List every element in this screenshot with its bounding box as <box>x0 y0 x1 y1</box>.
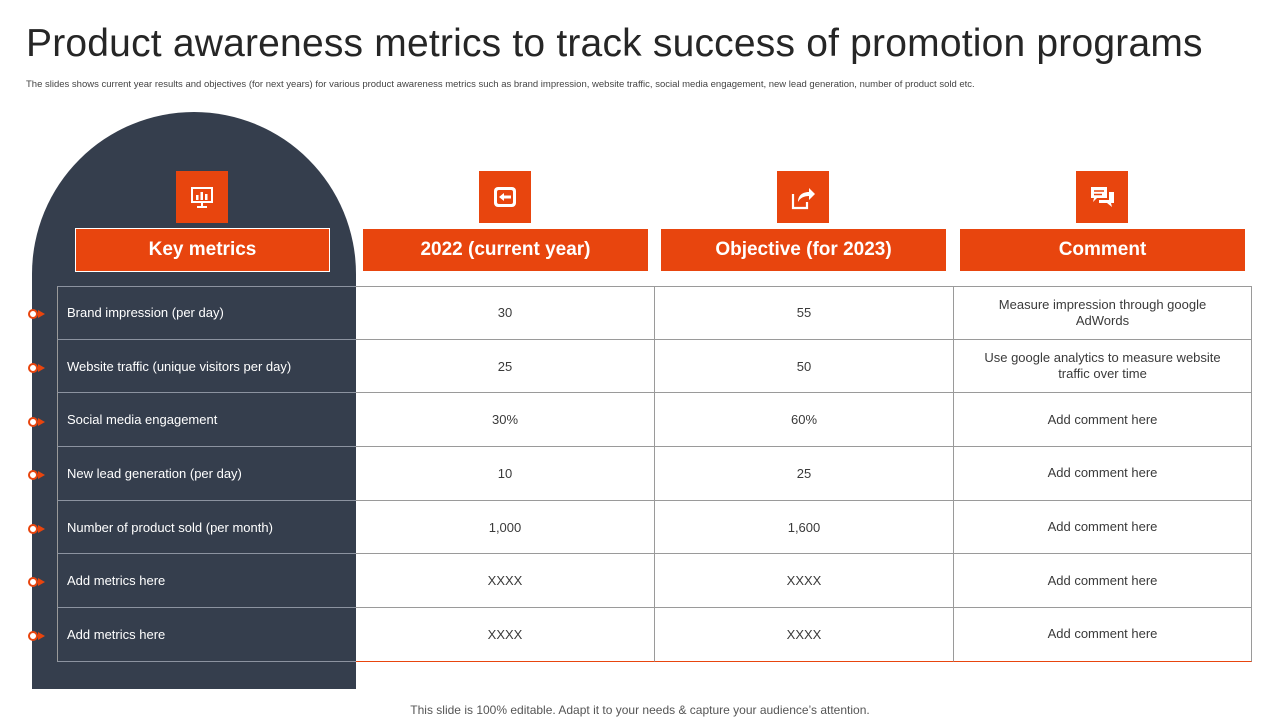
metric-cell: Website traffic (unique visitors per day… <box>57 339 356 394</box>
back-arrow-icon <box>479 171 531 223</box>
objective-cell: 55 <box>655 286 954 340</box>
current-year-cell: XXXX <box>356 608 655 662</box>
current-year-cell: 10 <box>356 447 655 501</box>
row-bullet-icon <box>28 309 45 319</box>
row-bullet-icon <box>28 631 45 641</box>
objective-cell: 60% <box>655 393 954 448</box>
header-comment: Comment <box>960 229 1245 271</box>
table-row: Add metrics here XXXX XXXX Add comment h… <box>57 554 1252 609</box>
metric-cell: Brand impression (per day) <box>57 286 356 340</box>
chat-bubbles-icon <box>1076 171 1128 223</box>
comment-cell: Add comment here <box>954 500 1252 555</box>
presentation-chart-icon <box>176 171 228 223</box>
objective-cell: XXXX <box>655 608 954 662</box>
comment-cell: Use google analytics to measure website … <box>954 339 1252 394</box>
footer-note: This slide is 100% editable. Adapt it to… <box>410 703 870 717</box>
metrics-table: Brand impression (per day) 30 55 Measure… <box>57 286 1252 662</box>
table-row: New lead generation (per day) 10 25 Add … <box>57 447 1252 501</box>
table-row: Brand impression (per day) 30 55 Measure… <box>57 286 1252 340</box>
objective-cell: XXXX <box>655 554 954 609</box>
row-bullet-icon <box>28 363 45 373</box>
comment-cell: Measure impression through google AdWord… <box>954 286 1252 340</box>
table-row: Add metrics here XXXX XXXX Add comment h… <box>57 608 1252 662</box>
current-year-cell: 30% <box>356 393 655 448</box>
share-arrow-icon <box>777 171 829 223</box>
table-row: Number of product sold (per month) 1,000… <box>57 500 1252 555</box>
metric-cell: Social media engagement <box>57 393 356 448</box>
current-year-cell: 1,000 <box>356 500 655 555</box>
table-row: Website traffic (unique visitors per day… <box>57 339 1252 394</box>
objective-cell: 50 <box>655 339 954 394</box>
comment-cell: Add comment here <box>954 554 1252 609</box>
page-subtitle: The slides shows current year results an… <box>26 79 975 90</box>
comment-cell: Add comment here <box>954 447 1252 501</box>
row-bullet-icon <box>28 524 45 534</box>
row-bullet-icon <box>28 577 45 587</box>
objective-cell: 25 <box>655 447 954 501</box>
comment-cell: Add comment here <box>954 608 1252 662</box>
row-bullet-icon <box>28 470 45 480</box>
current-year-cell: 25 <box>356 339 655 394</box>
current-year-cell: XXXX <box>356 554 655 609</box>
row-bullet-icon <box>28 417 45 427</box>
comment-cell: Add comment here <box>954 393 1252 448</box>
objective-cell: 1,600 <box>655 500 954 555</box>
current-year-cell: 30 <box>356 286 655 340</box>
header-objective: Objective (for 2023) <box>661 229 946 271</box>
metric-cell: Number of product sold (per month) <box>57 500 356 555</box>
header-current-year: 2022 (current year) <box>363 229 648 271</box>
header-key-metrics: Key metrics <box>75 228 330 272</box>
table-row: Social media engagement 30% 60% Add comm… <box>57 393 1252 448</box>
page-title: Product awareness metrics to track succe… <box>26 22 1203 65</box>
metric-cell: New lead generation (per day) <box>57 447 356 501</box>
metric-cell: Add metrics here <box>57 608 356 662</box>
metric-cell: Add metrics here <box>57 554 356 609</box>
